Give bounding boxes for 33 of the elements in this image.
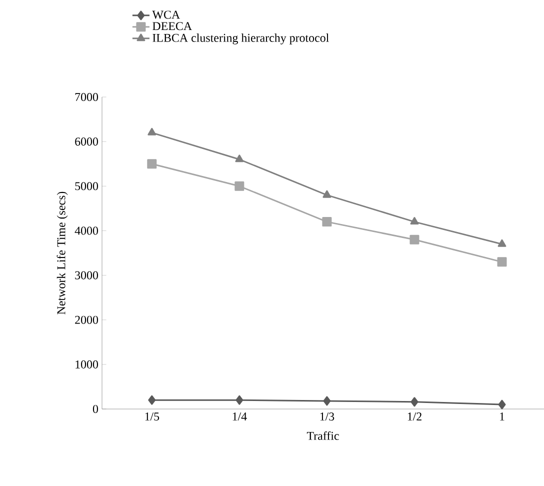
x-tick-label: 1/4 <box>232 412 247 421</box>
point <box>410 234 420 244</box>
x-tick-label: 1/5 <box>145 412 160 421</box>
point <box>234 181 244 191</box>
point <box>322 217 332 227</box>
y-axis-title: Network Life Time (secs) <box>56 192 68 314</box>
point <box>498 400 506 410</box>
x-tick-label: 1/2 <box>408 412 422 421</box>
y-tick-label: 0 <box>92 404 98 414</box>
x-tick-label: 1 <box>500 412 504 420</box>
point <box>323 396 331 406</box>
y-tick-label: 7000 <box>75 92 98 102</box>
point <box>148 128 156 136</box>
y-tick-label: 4000 <box>74 226 98 235</box>
point <box>236 395 244 405</box>
point <box>147 159 157 169</box>
point <box>498 239 506 247</box>
point <box>410 217 419 225</box>
point <box>235 154 244 162</box>
point <box>148 395 156 405</box>
legend-label: ILBCA clustering hierarchy protocol <box>152 34 329 44</box>
y-tick-label: 6000 <box>75 138 98 146</box>
point <box>322 190 332 198</box>
x-axis-title: Traffic <box>306 431 339 440</box>
point <box>410 397 418 407</box>
legend-label: WCA <box>152 10 180 19</box>
point <box>497 257 507 267</box>
y-tick-label: 1000 <box>76 360 98 368</box>
y-tick-label: 5000 <box>75 182 98 190</box>
y-tick-label: 2000 <box>75 316 98 324</box>
y-tick-label: 3000 <box>75 271 98 280</box>
legend-label: DEECA <box>152 22 192 30</box>
x-tick-label: 1/3 <box>320 412 334 421</box>
